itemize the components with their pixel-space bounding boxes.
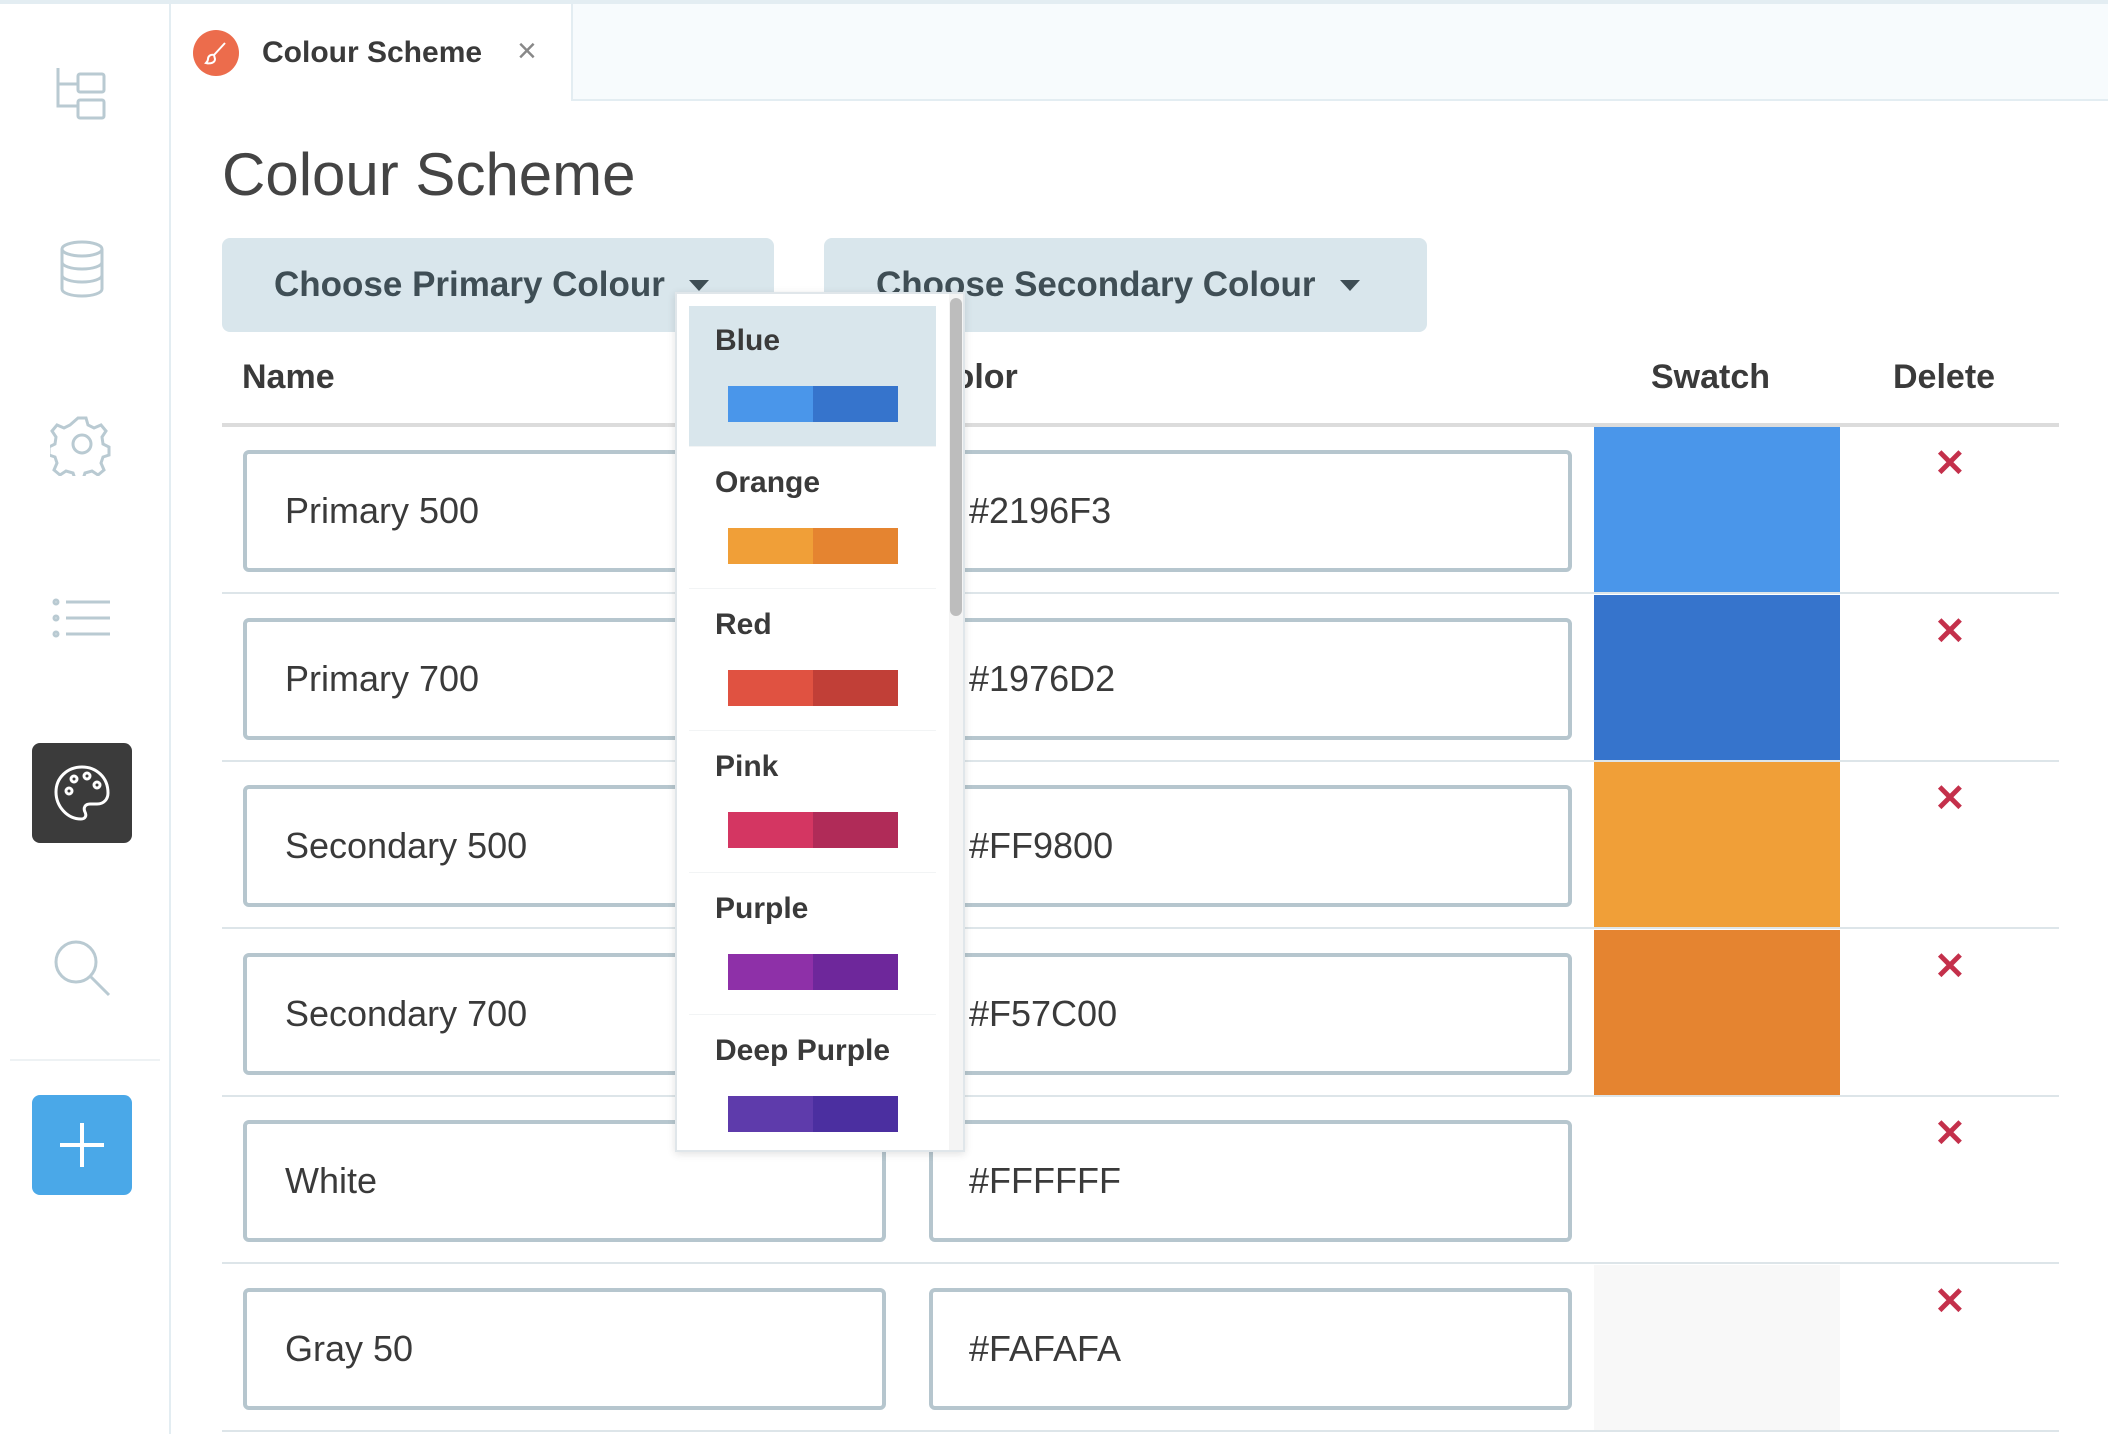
- name-input[interactable]: Secondary 700: [243, 952, 886, 1075]
- colour-700: [813, 528, 898, 564]
- color-swatch: [1594, 762, 1840, 927]
- colour-700: [813, 670, 898, 706]
- sidebar-item-database[interactable]: [32, 219, 132, 319]
- sidebar-item-colour-scheme[interactable]: [32, 743, 132, 843]
- colour-500: [728, 1096, 813, 1132]
- header-name: Name: [242, 358, 335, 396]
- dropdown-item-orange[interactable]: Orange: [689, 448, 936, 589]
- color-swatch: [1594, 594, 1840, 760]
- color-code-input[interactable]: #FAFAFA: [929, 1287, 1572, 1410]
- sidebar-item-list[interactable]: [32, 568, 132, 668]
- color-code-input[interactable]: #F57C00: [929, 952, 1572, 1075]
- colour-500: [728, 386, 813, 422]
- dropdown-item-label: Pink: [715, 750, 779, 783]
- delete-icon[interactable]: ✕: [1934, 610, 1966, 653]
- search-icon: [54, 940, 111, 997]
- page-title: Colour Scheme: [222, 141, 636, 208]
- close-icon[interactable]: ×: [517, 32, 537, 70]
- primary-colour-dropdown[interactable]: Blue Orange Red Pink Purple Deep Purple: [675, 292, 965, 1152]
- list-icon: [52, 598, 110, 638]
- dropdown-item-pink[interactable]: Pink: [689, 732, 936, 873]
- color-swatch: [1594, 929, 1840, 1095]
- colour-preview: [728, 812, 898, 848]
- table-row: Primary 500 #2196F3 ✕: [222, 427, 2059, 594]
- dropdown-item-deep-purple[interactable]: Deep Purple: [689, 1016, 936, 1150]
- scrollbar-thumb[interactable]: [950, 298, 962, 616]
- sidebar-item-settings[interactable]: [32, 394, 132, 494]
- colour-700: [813, 386, 898, 422]
- button-label: Choose Primary Colour: [274, 265, 665, 304]
- colour-preview: [728, 1096, 898, 1132]
- color-code-input[interactable]: #FFFFFF: [929, 1120, 1572, 1242]
- colour-700: [813, 954, 898, 990]
- delete-icon[interactable]: ✕: [1934, 1113, 1966, 1155]
- gear-icon: [50, 416, 111, 476]
- table-row: Gray 50 #FAFAFA ✕: [222, 1264, 2059, 1432]
- sidebar-item-explorer[interactable]: [32, 44, 132, 144]
- colour-700: [813, 812, 898, 848]
- choose-secondary-colour-button[interactable]: Choose Secondary Colour: [824, 238, 1427, 332]
- caret-down-icon: [1339, 279, 1360, 291]
- tab-colour-scheme[interactable]: Colour Scheme ×: [171, 4, 571, 101]
- colour-500: [728, 528, 813, 564]
- name-input[interactable]: Gray 50: [243, 1287, 886, 1410]
- palette-icon: [54, 765, 110, 821]
- color-code-input[interactable]: #2196F3: [929, 450, 1572, 572]
- sidebar-divider: [10, 1059, 160, 1061]
- color-swatch: [1594, 1264, 1840, 1430]
- header-divider: [222, 423, 2059, 427]
- dropdown-item-label: Deep Purple: [715, 1034, 891, 1067]
- name-input[interactable]: White: [243, 1120, 886, 1242]
- colour-preview: [728, 954, 898, 990]
- dropdown-item-label: Red: [715, 608, 772, 641]
- table-row: Primary 700 #1976D2 ✕: [222, 594, 2059, 762]
- dropdown-item-label: Blue: [715, 324, 781, 357]
- scrollbar[interactable]: [949, 294, 963, 1150]
- delete-icon[interactable]: ✕: [1934, 945, 1966, 988]
- colour-500: [728, 670, 813, 706]
- colour-500: [728, 954, 813, 990]
- header-delete: Delete: [1893, 358, 1996, 396]
- color-swatch: [1594, 1097, 1840, 1262]
- delete-icon[interactable]: ✕: [1934, 1280, 1966, 1323]
- header-swatch: Swatch: [1651, 358, 1771, 396]
- sidebar-item-search[interactable]: [32, 918, 132, 1018]
- dropdown-item-red[interactable]: Red: [689, 590, 936, 731]
- table-row: Secondary 700 #F57C00 ✕: [222, 929, 2059, 1097]
- caret-down-icon: [688, 279, 709, 291]
- colour-700: [813, 1096, 898, 1132]
- delete-icon[interactable]: ✕: [1934, 778, 1966, 820]
- dropdown-item-label: Purple: [715, 892, 809, 925]
- dropdown-item-label: Orange: [715, 466, 821, 499]
- colour-preview: [728, 670, 898, 706]
- colour-500: [728, 812, 813, 848]
- add-button[interactable]: [32, 1095, 132, 1195]
- name-input[interactable]: Primary 500: [243, 450, 886, 572]
- paintbrush-icon: [193, 30, 239, 76]
- dropdown-item-purple[interactable]: Purple: [689, 874, 936, 1015]
- delete-icon[interactable]: ✕: [1934, 443, 1966, 485]
- database-icon: [60, 240, 104, 298]
- name-input[interactable]: Primary 700: [243, 617, 886, 740]
- dropdown-item-blue[interactable]: Blue: [689, 306, 936, 447]
- name-input[interactable]: Secondary 500: [243, 785, 886, 907]
- tab-bar: [571, 4, 2108, 101]
- color-code-input[interactable]: #1976D2: [929, 617, 1572, 740]
- table-row: Secondary 500 #FF9800 ✕: [222, 762, 2059, 929]
- color-code-input[interactable]: #FF9800: [929, 785, 1572, 907]
- folder-tree-icon: [56, 68, 106, 120]
- top-border: [0, 0, 2108, 4]
- plus-icon: [60, 1123, 104, 1167]
- colour-preview: [728, 528, 898, 564]
- table-row: White #FFFFFF ✕: [222, 1097, 2059, 1264]
- tab-label: Colour Scheme: [262, 36, 483, 69]
- sidebar: [0, 4, 171, 1434]
- colour-preview: [728, 386, 898, 422]
- color-swatch: [1594, 427, 1840, 592]
